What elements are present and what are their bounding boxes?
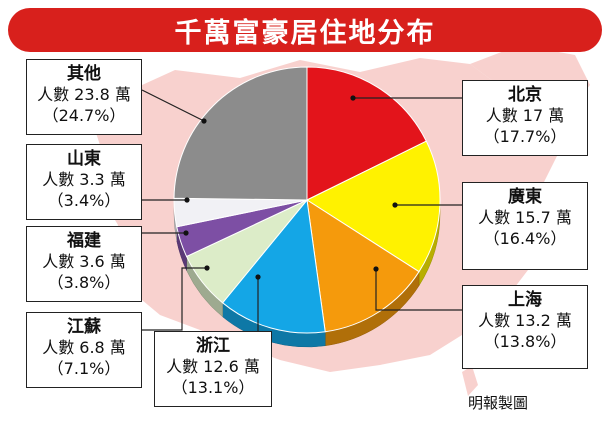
slice-1 (305, 140, 441, 273)
pie-slices-layer (173, 66, 441, 334)
slice-name-label: 廣東 (508, 187, 542, 207)
slice-value-label: 人數 3.3 萬 (42, 170, 126, 190)
slice-3 (221, 198, 326, 334)
leader-dot-0 (350, 95, 356, 101)
leader-dot-7 (201, 118, 207, 124)
leader-dot-2 (373, 266, 379, 272)
slice-percent-label: （3.8%） (47, 272, 121, 292)
slice-name-label: 江蘇 (67, 317, 101, 337)
slice-value-label: 人數 3.6 萬 (42, 252, 126, 272)
callout-box-4: 江蘇 人數 6.8 萬（7.1%） (26, 312, 142, 388)
slice-percent-label: （16.4%） (483, 228, 567, 248)
credit-text: 明報製圖 (468, 394, 529, 412)
title-bar: 千萬富豪居住地分布 (8, 8, 602, 52)
leader-line-7 (141, 89, 205, 122)
leader-dot-4 (204, 265, 210, 271)
slice-name-label: 上海 (508, 290, 542, 310)
slice-name-label: 福建 (67, 231, 101, 251)
slice-percent-label: （24.7%） (42, 105, 126, 125)
slice-name-label: 北京 (508, 85, 542, 105)
callout-box-3: 浙江 人數 12.6 萬（13.1%） (154, 331, 272, 407)
slice-name-label: 浙江 (196, 336, 230, 356)
slice-value-label: 人數 15.7 萬 (478, 208, 572, 228)
slice-name-label: 山東 (67, 149, 101, 169)
slice-name-label: 其他 (67, 64, 101, 84)
leader-line-4 (142, 267, 207, 331)
slice-2 (306, 198, 420, 333)
slice-value-label: 人數 23.8 萬 (37, 85, 131, 105)
callout-box-7: 其他 人數 23.8 萬（24.7%） (26, 59, 142, 135)
callout-box-0: 北京 人數 17 萬（17.7%） (462, 80, 588, 156)
leader-line-2 (375, 269, 462, 311)
slice-value-label: 人數 13.2 萬 (478, 311, 572, 331)
slice-percent-label: （13.1%） (171, 377, 255, 397)
slice-7 (173, 66, 308, 201)
slice-percent-label: （7.1%） (47, 358, 121, 378)
slice-value-label: 人數 12.6 萬 (166, 357, 260, 377)
leader-dot-3 (255, 274, 261, 280)
leader-dot-5 (183, 230, 189, 236)
callout-box-2: 上海 人數 13.2 萬（13.8%） (462, 285, 588, 369)
leader-dot-6 (184, 197, 190, 203)
chart-title: 千萬富豪居住地分布 (174, 17, 436, 49)
slice-percent-label: （17.7%） (483, 126, 567, 146)
slice-value-label: 人數 6.8 萬 (42, 338, 126, 358)
leader-dot-1 (392, 202, 398, 208)
slice-percent-label: （13.8%） (483, 331, 567, 351)
slice-percent-label: （3.4%） (47, 190, 121, 210)
callout-box-1: 廣東 人數 15.7 萬（16.4%） (462, 182, 588, 270)
taiwan-shape (462, 366, 478, 396)
slice-value-label: 人數 17 萬 (485, 106, 565, 126)
slice-0 (306, 66, 427, 201)
callout-box-5: 福建 人數 3.6 萬（3.8%） (26, 226, 142, 302)
callout-box-6: 山東 人數 3.3 萬（3.4%） (26, 144, 142, 220)
